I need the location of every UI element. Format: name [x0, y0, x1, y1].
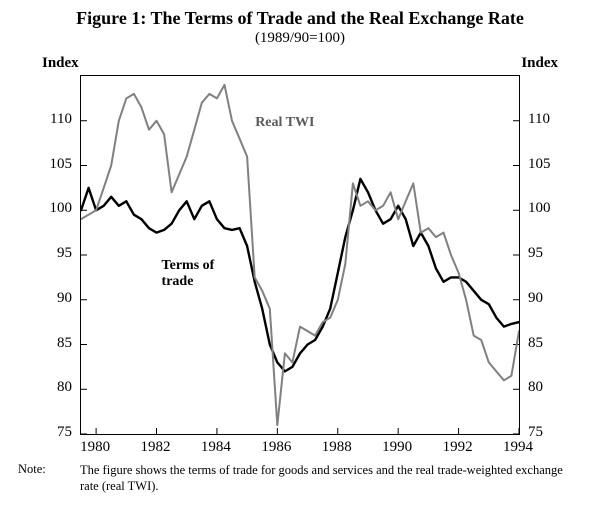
y-axis-label-left: Index [42, 55, 79, 72]
y-tick-right: 90 [528, 290, 543, 307]
y-tick-left: 100 [50, 200, 73, 217]
series-terms of trade [81, 179, 519, 372]
series-label: Real TWI [255, 115, 314, 130]
y-tick-left: 80 [57, 379, 72, 396]
x-tick: 1992 [443, 439, 473, 456]
y-tick-right: 100 [528, 200, 551, 217]
figure-title: Figure 1: The Terms of Trade and the Rea… [0, 8, 600, 29]
note-text: The figure shows the terms of trade for … [80, 462, 580, 495]
series-label: Terms oftrade [162, 258, 215, 289]
figure-container: Figure 1: The Terms of Trade and the Rea… [0, 0, 600, 515]
x-tick: 1980 [80, 439, 110, 456]
x-tick: 1982 [141, 439, 171, 456]
y-tick-left: 110 [50, 111, 72, 128]
y-tick-right: 95 [528, 245, 543, 262]
y-tick-right: 105 [528, 156, 551, 173]
x-tick: 1986 [261, 439, 291, 456]
figure-subtitle: (1989/90=100) [0, 30, 600, 47]
x-tick: 1988 [322, 439, 352, 456]
series-real twi [81, 85, 519, 425]
y-tick-left: 95 [57, 245, 72, 262]
x-tick: 1984 [201, 439, 231, 456]
y-tick-left: 105 [50, 156, 73, 173]
x-tick: 1990 [382, 439, 412, 456]
note-label: Note: [18, 462, 46, 477]
y-tick-right: 80 [528, 379, 543, 396]
y-tick-left: 90 [57, 290, 72, 307]
y-tick-left: 85 [57, 335, 72, 352]
y-tick-right: 85 [528, 335, 543, 352]
y-axis-label-right: Index [521, 55, 558, 72]
x-tick: 1994 [503, 439, 533, 456]
y-tick-left: 75 [57, 424, 72, 441]
y-tick-right: 110 [528, 111, 550, 128]
